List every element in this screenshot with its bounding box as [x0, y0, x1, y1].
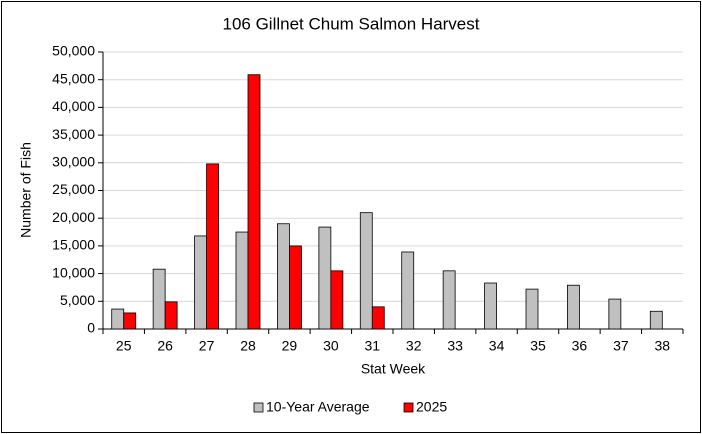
- bar: [152, 268, 166, 330]
- legend-label: 10-Year Average: [266, 399, 370, 415]
- legend-swatch: [253, 402, 264, 413]
- bar: [194, 235, 207, 330]
- bar: [111, 308, 125, 330]
- chart-title: 106 Gillnet Chum Salmon Harvest: [222, 14, 479, 33]
- x-tick-label: 27: [199, 338, 215, 354]
- x-tick-label: 34: [489, 338, 505, 354]
- x-tick-label: 30: [323, 338, 339, 354]
- bar: [484, 282, 497, 330]
- bar: [359, 212, 373, 330]
- bar: [442, 270, 456, 330]
- y-tick-label: 10,000: [52, 264, 95, 280]
- y-tick-label: 50,000: [52, 43, 95, 59]
- bar: [401, 251, 415, 330]
- y-axis-label: Number of Fish: [18, 142, 34, 238]
- bar: [371, 306, 385, 330]
- x-tick-label: 38: [654, 338, 670, 354]
- x-tick-label: 37: [613, 338, 629, 354]
- y-tick-label: 30,000: [52, 154, 95, 170]
- legend-label: 2025: [416, 399, 447, 415]
- x-tick-label: 31: [364, 338, 380, 354]
- y-tick-label: 25,000: [52, 181, 95, 197]
- bar: [649, 310, 663, 330]
- x-tick-label: 25: [116, 338, 132, 354]
- x-tick-label: 26: [157, 338, 173, 354]
- y-tick-label: 20,000: [52, 209, 95, 225]
- bar: [330, 270, 344, 330]
- x-tick-label: 32: [406, 338, 422, 354]
- y-tick-label: 35,000: [52, 126, 95, 142]
- bar: [567, 284, 580, 330]
- y-tick-label: 0: [87, 320, 95, 336]
- legend-swatch: [403, 402, 414, 413]
- y-tick-label: 40,000: [52, 98, 95, 114]
- y-tick-label: 5,000: [60, 292, 95, 308]
- bar: [247, 74, 261, 330]
- bar: [164, 301, 178, 330]
- y-tick-label: 15,000: [52, 237, 95, 253]
- bar: [608, 298, 622, 330]
- bar: [123, 312, 137, 330]
- y-tick-label: 45,000: [52, 70, 95, 86]
- bar: [525, 288, 539, 330]
- bar: [289, 245, 302, 330]
- x-tick-label: 29: [282, 338, 298, 354]
- x-tick-label: 28: [240, 338, 256, 354]
- x-tick-label: 35: [530, 338, 546, 354]
- bar: [318, 226, 332, 330]
- bar: [277, 223, 290, 330]
- x-tick-label: 33: [447, 338, 463, 354]
- bar: [206, 163, 219, 330]
- x-tick-label: 36: [572, 338, 588, 354]
- x-axis-label: Stat Week: [361, 361, 426, 377]
- bar: [235, 231, 249, 330]
